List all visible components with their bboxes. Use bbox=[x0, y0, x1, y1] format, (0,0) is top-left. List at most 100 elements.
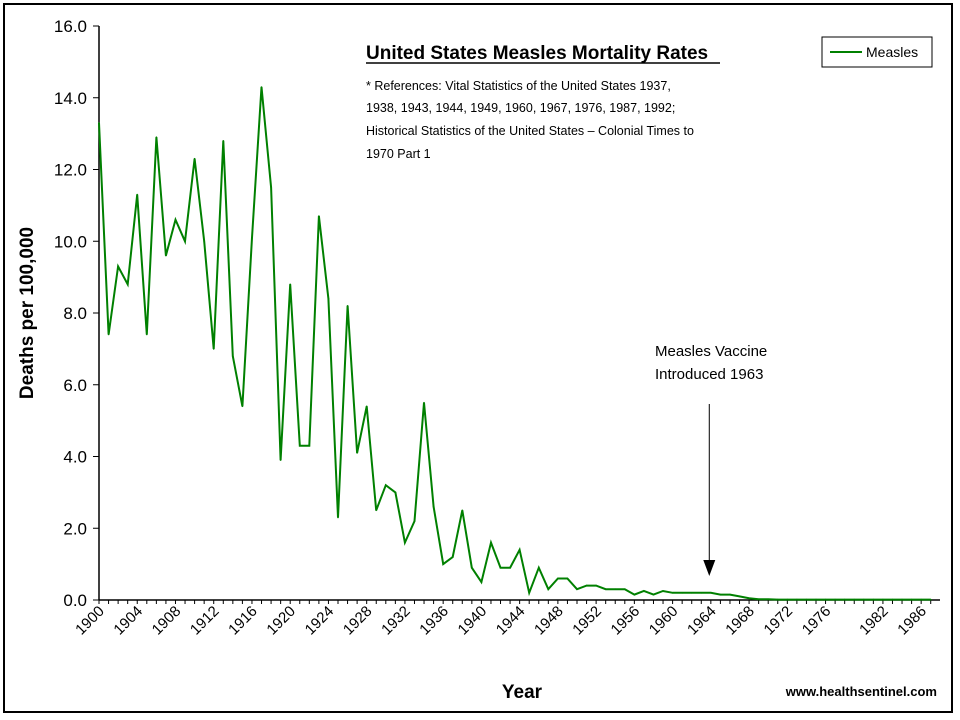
x-tick-label: 1956 bbox=[608, 603, 644, 639]
x-tick-label: 1924 bbox=[302, 603, 338, 639]
data-point bbox=[882, 598, 884, 601]
annotation-line: Measles Vaccine bbox=[655, 343, 767, 360]
data-point bbox=[212, 348, 215, 350]
data-point bbox=[222, 140, 225, 142]
x-tick-label: 1952 bbox=[569, 603, 605, 639]
x-tick-label: 1986 bbox=[894, 603, 930, 639]
data-point bbox=[270, 186, 272, 189]
data-point bbox=[203, 240, 205, 243]
data-point bbox=[729, 593, 731, 596]
data-point bbox=[815, 598, 817, 601]
reference-line: 1938, 1943, 1944, 1949, 1960, 1967, 1976… bbox=[366, 101, 675, 115]
data-point bbox=[690, 592, 693, 594]
data-point bbox=[461, 509, 464, 512]
reference-line: Historical Statistics of the United Stat… bbox=[366, 124, 694, 138]
x-tick-label: 1976 bbox=[799, 603, 835, 639]
data-point bbox=[576, 588, 578, 590]
data-point bbox=[327, 297, 330, 300]
data-point bbox=[920, 598, 922, 601]
x-tick-label: 1912 bbox=[187, 603, 223, 639]
data-point bbox=[614, 588, 616, 590]
data-point bbox=[260, 86, 263, 88]
x-tick-label: 1932 bbox=[378, 603, 414, 639]
y-tick-label: 16.0 bbox=[54, 17, 87, 36]
data-point bbox=[805, 598, 808, 601]
data-point bbox=[748, 597, 750, 599]
data-point bbox=[681, 592, 683, 594]
data-point bbox=[929, 598, 932, 601]
data-point bbox=[193, 157, 196, 160]
data-point bbox=[404, 541, 406, 544]
reference-line: 1970 Part 1 bbox=[366, 147, 431, 161]
chart-title: United States Measles Mortality Rates bbox=[366, 43, 708, 64]
x-tick-label: 1928 bbox=[340, 603, 376, 639]
data-point bbox=[604, 588, 607, 590]
data-point bbox=[824, 598, 827, 601]
x-tick-label: 1960 bbox=[646, 603, 682, 639]
data-point bbox=[891, 598, 894, 601]
y-tick-label: 6.0 bbox=[63, 376, 87, 395]
data-point bbox=[117, 265, 119, 268]
x-tick-label: 1972 bbox=[761, 603, 797, 639]
data-point bbox=[700, 592, 703, 594]
data-point bbox=[365, 405, 368, 408]
data-point bbox=[375, 509, 378, 512]
series-layer bbox=[98, 86, 932, 601]
data-point bbox=[318, 215, 320, 217]
data-point bbox=[710, 592, 712, 594]
data-point bbox=[174, 218, 177, 221]
reference-line: * References: Vital Statistics of the Un… bbox=[366, 79, 671, 93]
data-point bbox=[910, 598, 913, 601]
y-tick-label: 4.0 bbox=[63, 448, 87, 467]
x-tick-label: 1920 bbox=[263, 603, 299, 639]
data-point bbox=[337, 516, 339, 519]
data-point bbox=[126, 283, 129, 286]
legend-box bbox=[821, 36, 933, 68]
annotation-arrow-head bbox=[703, 560, 716, 576]
y-tick-label: 0.0 bbox=[63, 591, 87, 610]
data-point bbox=[509, 566, 511, 569]
series-line-measles bbox=[98, 86, 931, 601]
data-point bbox=[853, 598, 855, 601]
data-point bbox=[385, 484, 387, 487]
data-point bbox=[413, 520, 416, 522]
data-point bbox=[662, 590, 664, 592]
chart-frame bbox=[3, 3, 953, 713]
y-axis-ticks: 0.0 2.0 4.0 6.0 8.0 10.0 12.0 14.0 16.0 bbox=[54, 17, 99, 610]
x-tick-label: 1916 bbox=[225, 603, 261, 639]
legend-label-measles: Measles bbox=[866, 44, 918, 60]
data-point bbox=[719, 593, 722, 596]
data-point bbox=[232, 355, 234, 357]
data-point bbox=[643, 590, 645, 592]
data-point bbox=[528, 592, 530, 594]
y-tick-label: 12.0 bbox=[54, 161, 87, 180]
x-axis-title: Year bbox=[502, 682, 543, 703]
data-point bbox=[585, 584, 588, 587]
data-point bbox=[499, 566, 502, 569]
data-point bbox=[155, 136, 158, 138]
data-point bbox=[757, 598, 760, 601]
data-point bbox=[796, 598, 798, 601]
data-point bbox=[518, 549, 521, 551]
data-point bbox=[901, 598, 903, 601]
x-tick-label: 1940 bbox=[455, 603, 491, 639]
data-point bbox=[442, 563, 445, 565]
x-tick-label: 1968 bbox=[722, 603, 758, 639]
y-axis-title: Deaths per 100,000 bbox=[17, 227, 38, 399]
y-tick-label: 2.0 bbox=[63, 519, 87, 538]
data-point bbox=[566, 577, 569, 580]
data-point bbox=[184, 240, 186, 243]
data-point bbox=[652, 593, 655, 596]
vaccine-annotation: Measles Vaccine Introduced 1963 bbox=[655, 343, 767, 576]
data-point bbox=[671, 592, 674, 594]
data-point bbox=[547, 588, 550, 590]
annotation-line: Introduced 1963 bbox=[655, 366, 763, 383]
x-axis-ticks: 1900 1904 1908 1912 1916 1920 1924 1928 1932 1936… bbox=[72, 600, 932, 639]
data-point bbox=[251, 236, 253, 239]
data-point bbox=[146, 333, 148, 336]
data-point bbox=[346, 305, 349, 307]
x-tick-label: 1948 bbox=[531, 603, 567, 639]
x-tick-label: 1964 bbox=[684, 603, 720, 639]
y-tick-label: 8.0 bbox=[63, 304, 87, 323]
